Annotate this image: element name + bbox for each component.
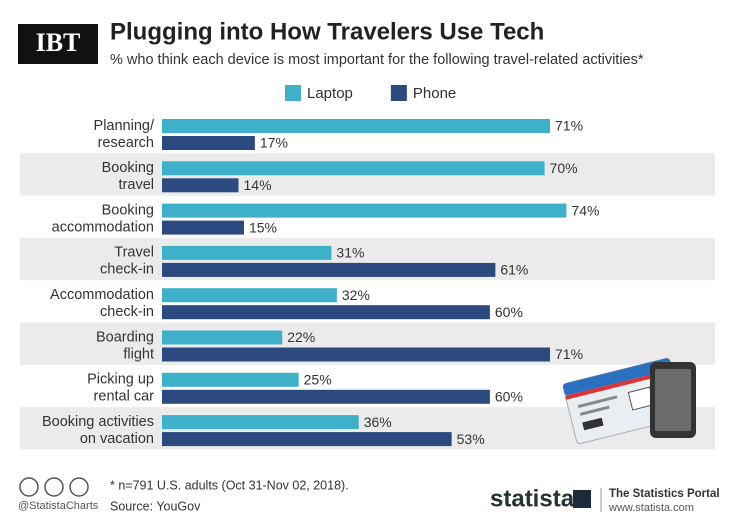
value-label: 36% [364, 414, 392, 430]
bar [162, 372, 299, 387]
category-label: accommodation [52, 219, 154, 235]
category-label: Booking [102, 202, 154, 218]
legend-swatch [390, 85, 407, 101]
chart-subtitle: % who think each device is most importan… [110, 52, 644, 68]
category-label: Boarding [96, 329, 154, 345]
bar [162, 330, 283, 345]
tagline: The Statistics Portal [609, 488, 720, 500]
category-label: travel [119, 177, 154, 193]
bar [162, 161, 545, 176]
bar [162, 415, 359, 430]
category-label: Accommodation [50, 287, 154, 303]
value-label: 31% [336, 245, 364, 261]
category-label: Booking activities [42, 414, 154, 430]
bar [162, 119, 551, 133]
category-label: Booking [102, 160, 154, 176]
legend-label: Laptop [307, 85, 353, 102]
handle: @StatistaCharts [18, 500, 99, 512]
value-label: 74% [571, 202, 599, 218]
logo-mark [573, 490, 591, 508]
category-label: Picking up [87, 372, 154, 388]
plot: Laptop Phone Planning/research 71% 17% Bookin… [42, 85, 599, 447]
value-label: 14% [244, 177, 272, 193]
category-label: Travel [114, 245, 154, 261]
category-label: rental car [94, 389, 155, 405]
bar [162, 288, 337, 303]
value-label: 32% [342, 287, 370, 303]
footnote: * n=791 U.S. adults (Oct 31-Nov 02, 2018… [110, 478, 349, 492]
value-label: 22% [287, 329, 315, 345]
category-label: flight [123, 346, 154, 362]
chart-title: Plugging into How Travelers Use Tech [110, 18, 544, 45]
url: www.statista.com [608, 502, 694, 514]
value-label: 70% [550, 160, 578, 176]
value-label: 17% [260, 135, 288, 151]
brand: IBT [36, 28, 81, 57]
bar [162, 262, 496, 277]
bar [162, 178, 239, 193]
value-label: 53% [457, 431, 485, 447]
category-label: research [98, 135, 154, 151]
value-label: 60% [495, 389, 523, 405]
value-label: 60% [495, 304, 523, 320]
value-label: 61% [500, 262, 528, 278]
bar [162, 220, 244, 235]
value-label: 71% [555, 346, 583, 362]
category-label: on vacation [80, 431, 154, 447]
brand-box [18, 24, 98, 64]
bar [162, 305, 490, 320]
legend-label: Phone [413, 85, 456, 102]
value-label: 25% [304, 372, 332, 388]
category-label: check-in [100, 262, 154, 278]
bar [162, 347, 551, 362]
value-label: 71% [555, 118, 583, 134]
illustration [562, 357, 696, 445]
license-icons [19, 477, 89, 497]
category-label: check-in [100, 304, 154, 320]
legend-swatch [285, 85, 301, 101]
value-label: 15% [249, 219, 277, 235]
bar [162, 432, 452, 447]
bar [162, 136, 255, 150]
bar [162, 203, 567, 218]
bar [162, 245, 332, 260]
bar [162, 389, 490, 404]
category-label: Planning/ [94, 118, 155, 134]
logo: statista [490, 485, 575, 512]
source: Source: YouGov [110, 499, 201, 513]
